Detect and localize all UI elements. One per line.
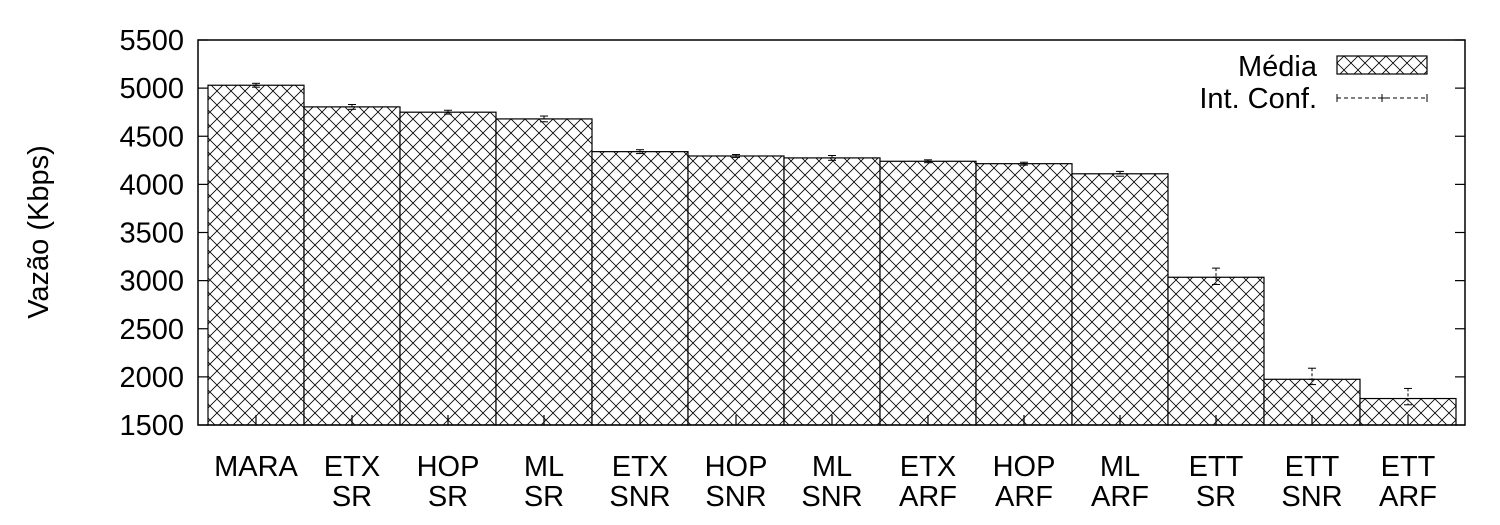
x-tick-label: HOP bbox=[993, 451, 1056, 483]
x-tick-label: ARF bbox=[995, 481, 1053, 513]
y-tick-label: 4500 bbox=[119, 121, 184, 153]
conf-interval-bar bbox=[252, 82, 260, 88]
legend: Média Int. Conf. bbox=[1199, 51, 1428, 115]
x-tick-label: ML bbox=[1100, 451, 1140, 483]
bar bbox=[687, 155, 785, 426]
x-tick-label: SR bbox=[1196, 481, 1236, 513]
x-tick-label: ETT bbox=[1285, 451, 1340, 483]
x-tick-label: HOP bbox=[705, 451, 768, 483]
conf-interval-bar bbox=[924, 159, 932, 164]
y-tick-label: 4000 bbox=[119, 169, 184, 201]
x-tick-label: ETX bbox=[612, 451, 668, 483]
conf-interval-bar bbox=[828, 155, 836, 161]
x-tick-label: ARF bbox=[1379, 481, 1437, 513]
bar bbox=[303, 106, 401, 426]
bar bbox=[879, 160, 977, 426]
y-tick-label: 5500 bbox=[119, 25, 184, 57]
conf-interval-bar bbox=[348, 103, 356, 110]
x-tick-label: ML bbox=[812, 451, 852, 483]
y-tick-label: 5000 bbox=[119, 73, 184, 105]
y-tick-label: 3000 bbox=[119, 266, 184, 298]
legend-swatch-mean bbox=[1336, 55, 1428, 75]
conf-interval-bar bbox=[732, 154, 740, 158]
x-tick-label: MARA bbox=[214, 451, 298, 483]
conf-interval-bar bbox=[1212, 267, 1220, 285]
bar bbox=[495, 118, 593, 426]
x-tick-label: ETX bbox=[324, 451, 380, 483]
x-tick-label: ETX bbox=[900, 451, 956, 483]
conf-interval-bar bbox=[636, 149, 644, 155]
conf-interval-bar bbox=[1020, 161, 1028, 166]
x-tick-label: ARF bbox=[1091, 481, 1149, 513]
y-axis: 1500 2000 2500 3000 3500 4000 4500 5000 5500 bbox=[119, 25, 1465, 442]
bars-layer bbox=[207, 84, 1457, 426]
x-tick-label: ETT bbox=[1189, 451, 1244, 483]
confidence-interval-layer bbox=[252, 82, 1412, 406]
y-tick-label: 1500 bbox=[119, 410, 184, 442]
y-tick-label: 2500 bbox=[119, 314, 184, 346]
conf-interval-bar bbox=[1308, 367, 1316, 386]
bar bbox=[399, 111, 497, 426]
bar bbox=[783, 157, 881, 426]
conf-interval-bar bbox=[444, 109, 452, 115]
bar bbox=[207, 84, 305, 426]
x-tick-label: HOP bbox=[417, 451, 480, 483]
legend-label-conf-interval: Int. Conf. bbox=[1199, 83, 1317, 115]
y-axis-title: Vazão (Kbps) bbox=[23, 145, 55, 319]
conf-interval-bar bbox=[540, 115, 548, 123]
x-tick-label: SNR bbox=[801, 481, 862, 513]
bar bbox=[1071, 173, 1169, 426]
x-tick-label: ML bbox=[524, 451, 564, 483]
x-tick-label: SNR bbox=[609, 481, 670, 513]
bar bbox=[975, 163, 1073, 426]
y-tick-label: 3500 bbox=[119, 218, 184, 250]
x-axis: MARA ETXSRHOPSRMLSRETXSNRHOPSNRMLSNRETXAR… bbox=[214, 415, 1437, 513]
x-tick-label: ARF bbox=[899, 481, 957, 513]
bar bbox=[591, 151, 689, 426]
x-tick-label: SR bbox=[332, 481, 372, 513]
bar bbox=[1167, 276, 1265, 426]
conf-interval-bar bbox=[1116, 170, 1124, 177]
x-tick-label: SR bbox=[524, 481, 564, 513]
legend-label-mean: Média bbox=[1238, 51, 1318, 83]
legend-swatch-conf-interval bbox=[1336, 94, 1428, 102]
y-tick-label: 2000 bbox=[119, 362, 184, 394]
x-tick-label: ETT bbox=[1381, 451, 1436, 483]
x-tick-label: SNR bbox=[705, 481, 766, 513]
x-tick-label: SNR bbox=[1281, 481, 1342, 513]
x-tick-label: SR bbox=[428, 481, 468, 513]
conf-interval-bar bbox=[1404, 387, 1412, 406]
